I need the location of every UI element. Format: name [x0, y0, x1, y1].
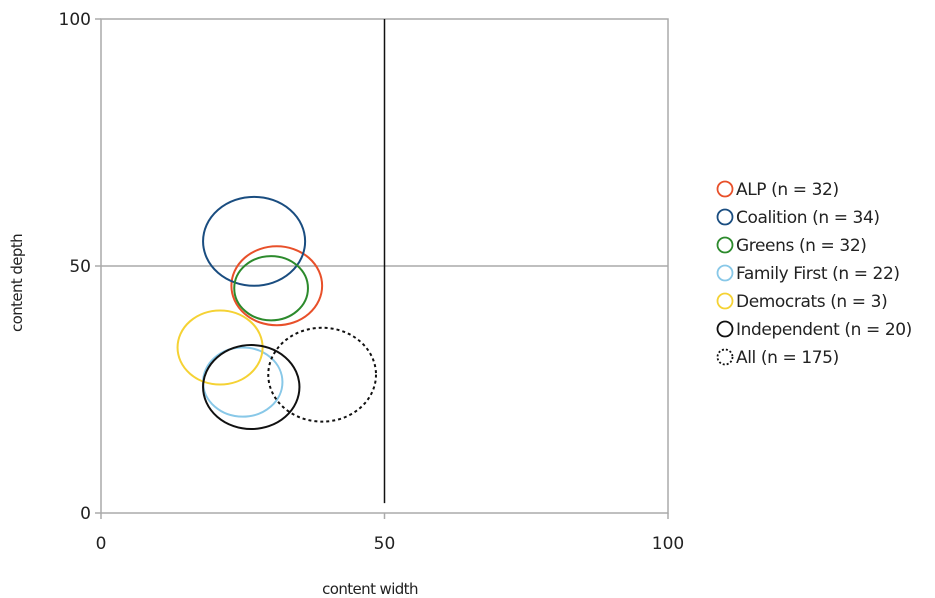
legend-label: Family First (n = 22): [736, 264, 900, 284]
x-axis-label: content width: [322, 580, 418, 598]
tick-labels: 0 50 100 0 50 100: [59, 10, 685, 554]
legend-label: All (n = 175): [736, 348, 839, 368]
legend-marker-democrats: [716, 292, 734, 310]
bubble-coalition: [202, 195, 307, 287]
bubble-independent: [202, 344, 301, 431]
y-axis-label: content depth: [8, 234, 26, 332]
bubble-alp: [230, 245, 324, 327]
y-tick-label: 0: [80, 504, 91, 524]
legend-label: Greens (n = 32): [736, 236, 866, 256]
legend-marker-family-first: [716, 264, 734, 282]
legend-marker-greens: [716, 236, 734, 254]
legend: ALP (n = 32) Coalition (n = 34) Greens (n …: [716, 180, 912, 368]
plot-area: [95, 18, 669, 519]
y-tick-label: 100: [59, 10, 91, 30]
x-tick-label: 50: [374, 534, 396, 554]
legend-marker-alp: [716, 180, 734, 198]
x-tick-label: 0: [96, 534, 107, 554]
legend-label: ALP (n = 32): [736, 180, 839, 200]
legend-marker-all: [716, 348, 734, 366]
bubble-democrats: [176, 309, 264, 386]
legend-label: Coalition (n = 34): [736, 208, 880, 228]
legend-marker-independent: [716, 320, 734, 338]
bubble-all: [267, 326, 377, 423]
x-tick-label: 100: [652, 534, 684, 554]
y-tick-label: 50: [69, 257, 91, 277]
legend-label: Democrats (n = 3): [736, 292, 887, 312]
legend-label: Independent (n = 20): [736, 320, 912, 340]
bubble-greens: [233, 255, 309, 322]
legend-marker-coalition: [716, 208, 734, 226]
bubble-family-first: [202, 346, 284, 418]
